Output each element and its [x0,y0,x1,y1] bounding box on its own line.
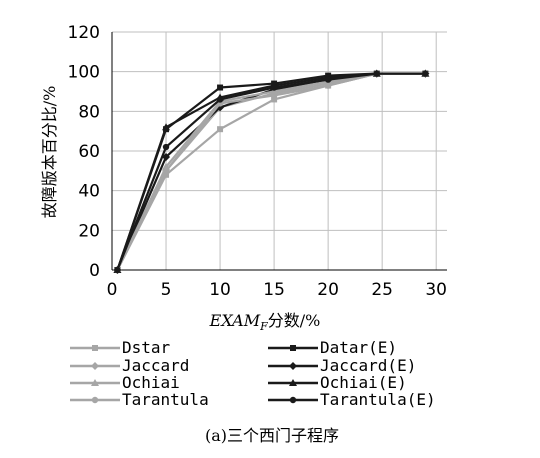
legend-label: Ochiai [122,373,180,392]
y-tick-label: 40 [78,182,100,202]
legend-item: Ochiai [70,373,180,392]
legend-label: Tarantula(E) [320,390,436,409]
series-7 [114,70,429,274]
data-point [324,82,332,89]
y-axis-label: 故障版本百分比/% [40,86,59,219]
data-point [373,70,380,77]
data-point [216,96,224,103]
legend-item: Ochiai(E) [268,373,407,392]
legend-item: Tarantula [70,390,209,409]
legend-item: Jaccard(E) [268,356,416,375]
legend-marker [289,362,297,370]
y-tick-label: 20 [78,221,100,241]
x-tick-label: 10 [209,280,231,300]
data-point [217,126,224,133]
x-axis-label-suffix: 分数/% [268,311,321,330]
x-axis-label-subscript: F [259,320,268,333]
data-point [162,167,170,175]
data-point [422,70,429,77]
data-point [217,84,224,91]
legend-label: Jaccard(E) [320,356,416,375]
axes [111,32,447,271]
y-tick-label: 100 [68,63,100,83]
gridlines [111,31,447,270]
y-tick-label: 0 [89,261,100,281]
x-axis-label-main: EXAM [209,311,261,330]
data-point [270,84,278,91]
legend-label: Ochiai(E) [320,373,407,392]
legend-marker [91,396,99,404]
data-point [162,143,170,151]
legend-marker [290,345,296,351]
data-point [270,92,278,99]
x-tick-label: 5 [161,280,172,300]
data-point [271,96,278,103]
legend-marker [91,379,99,386]
legend-item: Dstar [70,338,171,357]
legend-label: Tarantula [122,390,209,409]
x-tick-label: 0 [107,280,118,300]
x-tick-label: 30 [425,280,447,300]
tick-labels: 0 20 40 60 80 100 120 0 5 10 15 20 25 30 [68,23,447,300]
legend-label: Jaccard [122,356,189,375]
y-tick-label: 120 [68,23,100,43]
x-tick-label: 20 [317,280,339,300]
legend-marker [92,345,98,351]
figure-caption: (a)三个西门子程序 [205,426,339,445]
series-group [113,69,430,274]
legend: Dstar Datar(E) Jaccard Jaccard(E) Ochiai Ochi… [70,338,436,409]
legend-marker [289,396,297,404]
legend-marker [91,362,99,370]
y-tick-label: 60 [78,142,100,162]
data-point [324,76,332,83]
legend-marker [289,379,297,386]
x-axis-label: EXAMF分数/% [209,311,321,333]
data-point [114,266,121,274]
x-tick-label: 15 [263,280,285,300]
data-point [270,87,279,95]
series-0 [114,70,429,273]
data-point [162,123,171,131]
legend-label: Dstar [122,338,171,357]
legend-item: Datar(E) [268,338,397,357]
legend-item: Tarantula(E) [268,390,436,409]
y-tick-label: 80 [78,102,100,122]
legend-label: Datar(E) [320,338,397,357]
legend-item: Jaccard [70,356,189,375]
x-tick-label: 25 [371,280,393,300]
